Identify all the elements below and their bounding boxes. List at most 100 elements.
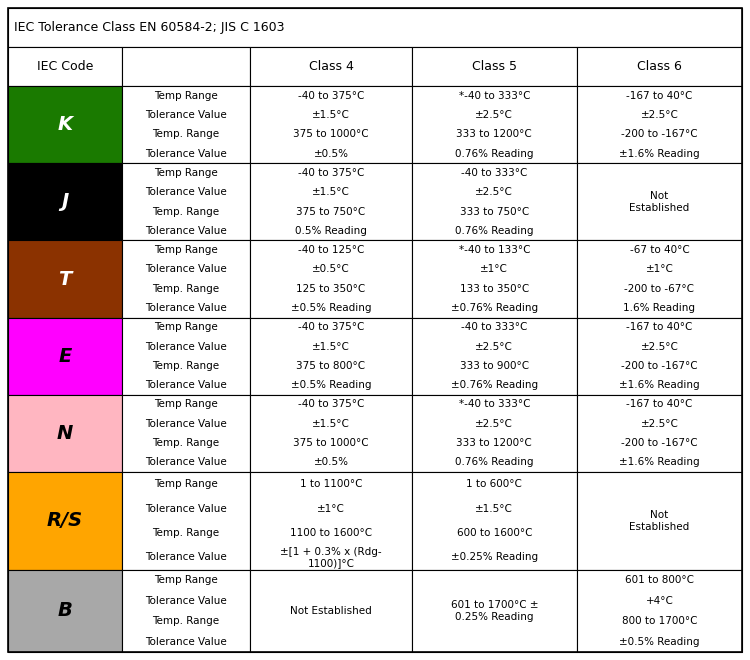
Text: Class 5: Class 5 bbox=[472, 60, 517, 73]
Bar bbox=[251, 395, 412, 472]
Text: *-40 to 133°C: *-40 to 133°C bbox=[458, 245, 530, 255]
Text: ±0.76% Reading: ±0.76% Reading bbox=[451, 380, 538, 390]
Bar bbox=[122, 472, 250, 570]
Bar bbox=[251, 47, 412, 86]
Text: *-40 to 333°C: *-40 to 333°C bbox=[458, 399, 530, 409]
Text: ±2.5°C: ±2.5°C bbox=[640, 110, 678, 120]
Text: Temp. Range: Temp. Range bbox=[152, 361, 220, 371]
Bar bbox=[8, 570, 122, 652]
Text: Tolerance Value: Tolerance Value bbox=[145, 342, 226, 352]
Text: Temp Range: Temp Range bbox=[154, 91, 218, 101]
Text: 600 to 1600°C: 600 to 1600°C bbox=[457, 528, 532, 538]
Bar bbox=[412, 47, 577, 86]
Text: 601 to 1700°C ±
0.25% Reading: 601 to 1700°C ± 0.25% Reading bbox=[451, 600, 538, 622]
Text: -40 to 375°C: -40 to 375°C bbox=[298, 399, 364, 409]
Text: R/S: R/S bbox=[46, 512, 83, 531]
Bar bbox=[412, 86, 577, 163]
Bar bbox=[8, 86, 122, 163]
Bar bbox=[122, 86, 250, 163]
Text: Tolerance Value: Tolerance Value bbox=[145, 418, 226, 429]
Text: -40 to 333°C: -40 to 333°C bbox=[461, 168, 527, 178]
Text: 0.5% Reading: 0.5% Reading bbox=[295, 226, 367, 236]
Bar bbox=[122, 570, 250, 652]
Text: 333 to 1200°C: 333 to 1200°C bbox=[457, 438, 532, 448]
Bar bbox=[412, 317, 577, 395]
Text: ±2.5°C: ±2.5°C bbox=[476, 110, 513, 120]
Text: 375 to 750°C: 375 to 750°C bbox=[296, 207, 365, 216]
Text: 333 to 900°C: 333 to 900°C bbox=[460, 361, 529, 371]
Text: ±1.5°C: ±1.5°C bbox=[312, 342, 350, 352]
Text: ±0.5%: ±0.5% bbox=[314, 457, 349, 467]
Text: Tolerance Value: Tolerance Value bbox=[145, 504, 226, 513]
Text: -200 to -167°C: -200 to -167°C bbox=[621, 361, 698, 371]
Text: +4°C: +4°C bbox=[646, 595, 674, 606]
Text: Tolerance Value: Tolerance Value bbox=[145, 380, 226, 390]
Text: ±1.6% Reading: ±1.6% Reading bbox=[619, 380, 700, 390]
Bar bbox=[251, 317, 412, 395]
Bar bbox=[412, 570, 577, 652]
Bar bbox=[251, 163, 412, 240]
Text: ±1°C: ±1°C bbox=[317, 504, 345, 513]
Text: ±0.5% Reading: ±0.5% Reading bbox=[291, 303, 371, 313]
Text: B: B bbox=[58, 601, 72, 620]
Bar bbox=[251, 86, 412, 163]
Text: K: K bbox=[57, 115, 73, 134]
Text: Class 4: Class 4 bbox=[308, 60, 353, 73]
Bar bbox=[577, 472, 742, 570]
Bar bbox=[412, 395, 577, 472]
Text: 375 to 1000°C: 375 to 1000°C bbox=[293, 129, 369, 139]
Text: J: J bbox=[62, 193, 68, 211]
Text: ±1.6% Reading: ±1.6% Reading bbox=[619, 457, 700, 467]
Text: 333 to 1200°C: 333 to 1200°C bbox=[457, 129, 532, 139]
Text: ±[1 + 0.3% x (Rdg-
1100)]°C: ±[1 + 0.3% x (Rdg- 1100)]°C bbox=[280, 546, 382, 568]
Text: Temp Range: Temp Range bbox=[154, 322, 218, 332]
Text: -167 to 40°C: -167 to 40°C bbox=[626, 399, 692, 409]
Text: Temp. Range: Temp. Range bbox=[152, 616, 220, 626]
Text: ±1.5°C: ±1.5°C bbox=[312, 187, 350, 197]
Text: Temp Range: Temp Range bbox=[154, 399, 218, 409]
Text: ±0.5% Reading: ±0.5% Reading bbox=[620, 637, 700, 647]
Text: Temp Range: Temp Range bbox=[154, 479, 218, 489]
Bar bbox=[412, 240, 577, 317]
Bar bbox=[122, 240, 250, 317]
Text: T: T bbox=[58, 269, 71, 288]
Text: Tolerance Value: Tolerance Value bbox=[145, 303, 226, 313]
Text: Not
Established: Not Established bbox=[629, 510, 689, 532]
Bar bbox=[8, 472, 122, 570]
Text: Temp. Range: Temp. Range bbox=[152, 438, 220, 448]
Text: ±0.76% Reading: ±0.76% Reading bbox=[451, 303, 538, 313]
Bar bbox=[577, 47, 742, 86]
Bar bbox=[122, 47, 250, 86]
Bar bbox=[8, 317, 122, 395]
Text: E: E bbox=[58, 346, 71, 366]
Text: Tolerance Value: Tolerance Value bbox=[145, 148, 226, 158]
Bar bbox=[122, 317, 250, 395]
Text: Temp. Range: Temp. Range bbox=[152, 528, 220, 538]
Text: -40 to 333°C: -40 to 333°C bbox=[461, 322, 527, 332]
Text: 1.6% Reading: 1.6% Reading bbox=[623, 303, 695, 313]
Text: ±0.5°C: ±0.5°C bbox=[312, 265, 350, 275]
Text: -200 to -167°C: -200 to -167°C bbox=[621, 129, 698, 139]
Text: Temp Range: Temp Range bbox=[154, 245, 218, 255]
Text: IEC Code: IEC Code bbox=[37, 60, 93, 73]
Text: *-40 to 333°C: *-40 to 333°C bbox=[458, 91, 530, 101]
Text: Temp Range: Temp Range bbox=[154, 575, 218, 585]
Text: Temp. Range: Temp. Range bbox=[152, 284, 220, 294]
Text: ±1°C: ±1°C bbox=[646, 265, 674, 275]
Text: -200 to -67°C: -200 to -67°C bbox=[625, 284, 694, 294]
Text: ±0.25% Reading: ±0.25% Reading bbox=[451, 552, 538, 562]
Text: -167 to 40°C: -167 to 40°C bbox=[626, 322, 692, 332]
Bar bbox=[577, 317, 742, 395]
Bar bbox=[8, 240, 122, 317]
Text: -200 to -167°C: -200 to -167°C bbox=[621, 438, 698, 448]
Bar bbox=[577, 395, 742, 472]
Text: Tolerance Value: Tolerance Value bbox=[145, 187, 226, 197]
Bar bbox=[412, 163, 577, 240]
Text: Temp Range: Temp Range bbox=[154, 168, 218, 178]
Bar bbox=[251, 240, 412, 317]
Text: -40 to 375°C: -40 to 375°C bbox=[298, 322, 364, 332]
Bar bbox=[8, 395, 122, 472]
Text: ±0.5%: ±0.5% bbox=[314, 148, 349, 158]
Text: Tolerance Value: Tolerance Value bbox=[145, 110, 226, 120]
Text: Tolerance Value: Tolerance Value bbox=[145, 457, 226, 467]
